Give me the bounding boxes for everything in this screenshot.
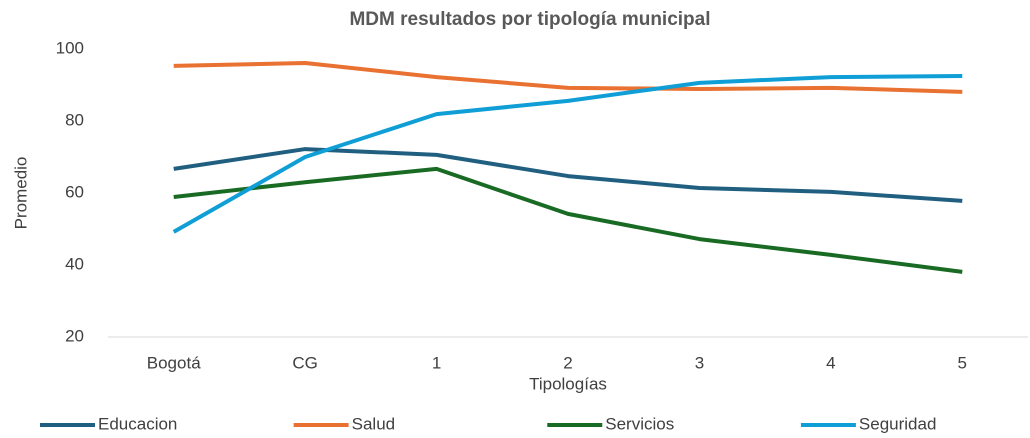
x-tick-label: Bogotá: [147, 353, 201, 372]
legend-label: Servicios: [605, 414, 674, 433]
legend-label: Salud: [352, 414, 395, 433]
x-tick-label: 2: [563, 353, 572, 372]
line-series: [173, 61, 963, 94]
y-tick-label: 80: [65, 110, 84, 129]
x-tick-label: 1: [432, 353, 441, 372]
y-tick-label: 40: [65, 254, 84, 273]
line-series: [172, 74, 963, 234]
x-tick-label: 4: [826, 353, 835, 372]
line-series: [173, 166, 963, 274]
y-tick-label: 60: [65, 182, 84, 201]
legend-label: Educacion: [98, 414, 177, 433]
y-axis-label: Promedio: [11, 157, 30, 230]
line-series: [173, 147, 963, 203]
x-tick-label: 5: [958, 353, 967, 372]
y-tick-label: 100: [56, 38, 84, 57]
x-tick-label: CG: [292, 353, 318, 372]
legend-label: Seguridad: [859, 414, 937, 433]
y-tick-label: 20: [65, 326, 84, 345]
x-axis-label: Tipologías: [529, 374, 607, 393]
x-tick-label: 3: [695, 353, 704, 372]
chart-title: MDM resultados por tipología municipal: [349, 9, 710, 30]
